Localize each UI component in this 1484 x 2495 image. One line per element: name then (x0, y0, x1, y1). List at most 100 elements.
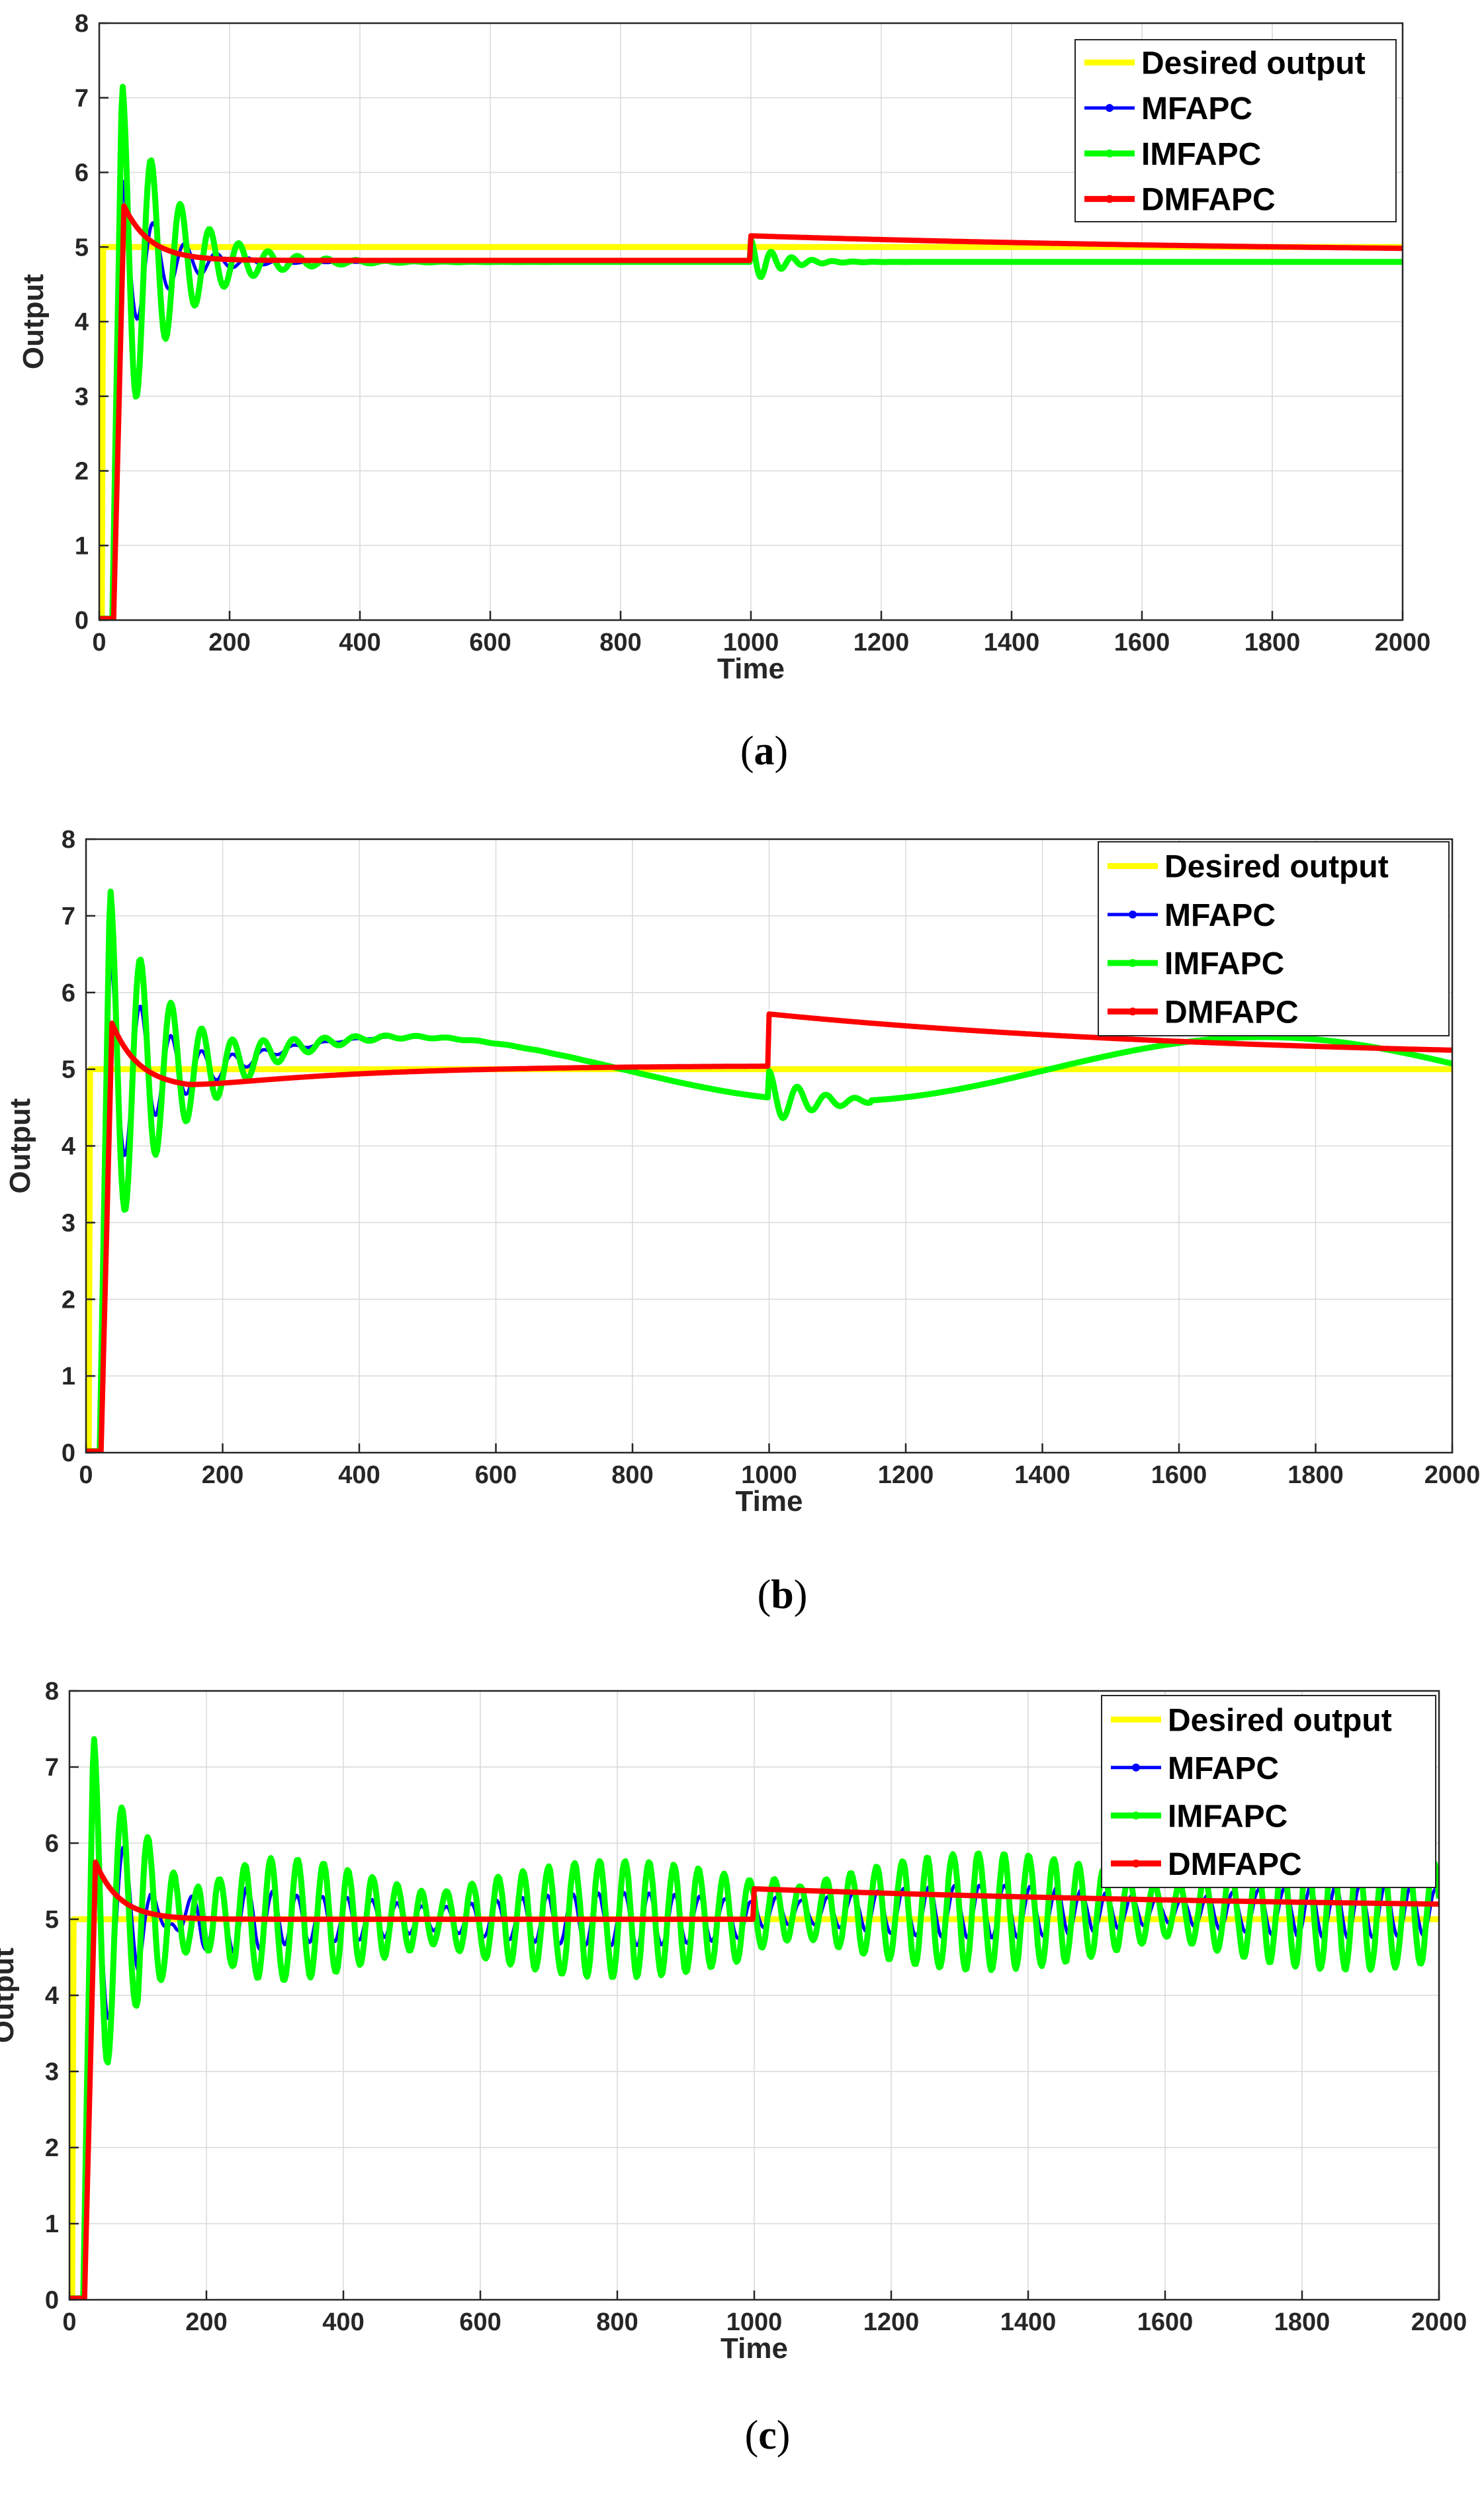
x-tick-label: 800 (599, 629, 641, 657)
y-tick-label: 8 (62, 826, 75, 854)
y-tick-label: 3 (75, 383, 89, 411)
legend: Desired output MFAPC IMFAPC DMFAPC (1098, 841, 1450, 1036)
y-tick-label: 3 (45, 2058, 59, 2086)
caption-letter: b (771, 1572, 793, 1617)
chart-panel-b: 0 200 400 600 800 1000 1200 1400 1600 1800 2000 0 1 2… (4, 826, 1480, 1617)
y-tick-label: 6 (45, 1830, 59, 1858)
x-tick-label: 1400 (1014, 1461, 1070, 1489)
legend-box (1101, 1695, 1436, 1888)
y-tick-label: 4 (75, 308, 89, 336)
legend-label-mfapc: MFAPC (1164, 898, 1276, 933)
chart-panel-a: 0 200 400 600 800 1000 1200 1400 1600 1800 2000 0 1 2… (17, 10, 1430, 774)
y-tick-label: 4 (62, 1133, 75, 1161)
legend-marker-mfapc (1129, 910, 1137, 919)
legend-marker-mfapc (1106, 104, 1113, 113)
x-tick-label: 600 (469, 629, 511, 657)
x-tick-label: 1600 (1114, 629, 1170, 657)
caption-close-paren: ) (777, 2413, 791, 2458)
y-tick-label: 0 (45, 2287, 59, 2314)
legend-marker-dmfapc (1132, 1859, 1140, 1868)
x-tick-label: 600 (475, 1461, 517, 1489)
x-axis-label: Time (720, 2332, 788, 2365)
caption-letter: a (754, 729, 775, 774)
x-tick-label: 1200 (863, 2308, 920, 2336)
x-tick-label: 0 (92, 629, 106, 657)
legend-label-mfapc: MFAPC (1141, 91, 1252, 126)
y-axis-label: Output (17, 274, 50, 370)
caption-close-paren: ) (775, 729, 789, 774)
x-tick-label: 0 (62, 2308, 76, 2336)
x-tick-label: 1000 (723, 629, 779, 657)
y-tick-label: 6 (75, 159, 89, 187)
series-group (69, 1736, 1439, 2300)
x-tick-label: 1400 (1000, 2308, 1057, 2336)
y-tick-label: 5 (62, 1056, 75, 1084)
legend-marker-imfapc (1106, 149, 1113, 158)
series-group (86, 888, 1452, 1453)
y-tick-label: 5 (75, 234, 89, 261)
caption-open-paren: ( (758, 1572, 771, 1617)
legend-label-dmfapc: DMFAPC (1164, 995, 1299, 1030)
x-tick-label: 800 (596, 2308, 638, 2336)
x-tick-label: 400 (339, 629, 380, 657)
x-tick-label: 0 (79, 1461, 93, 1489)
x-tick-label: 800 (611, 1461, 653, 1489)
series-group (99, 83, 1403, 620)
legend-marker-imfapc (1132, 1811, 1140, 1820)
caption-close-paren: ) (794, 1572, 808, 1617)
x-tick-label: 400 (338, 1461, 380, 1489)
legend: Desired output MFAPC IMFAPC DMFAPC (1074, 39, 1397, 222)
y-tick-label: 1 (45, 2210, 59, 2238)
legend-marker-mfapc (1132, 1763, 1140, 1772)
x-tick-label: 1600 (1137, 2308, 1194, 2336)
x-tick-label: 2000 (1411, 2308, 1467, 2336)
y-tick-label: 1 (75, 532, 89, 560)
x-tick-label: 2000 (1424, 1461, 1481, 1489)
legend-label-dmfapc: DMFAPC (1168, 1847, 1302, 1882)
series-line-dmfapc (69, 1859, 1439, 2300)
caption-open-paren: ( (740, 729, 754, 774)
chart-panel-c: 0 200 400 600 800 1000 1200 1400 1600 1800 2000 0 1 2… (0, 1678, 1467, 2458)
y-tick-label: 3 (62, 1209, 75, 1237)
legend-label-mfapc: MFAPC (1168, 1751, 1279, 1786)
x-axis-label: Time (717, 653, 785, 685)
x-tick-label: 1000 (741, 1461, 797, 1489)
x-tick-label: 600 (459, 2308, 501, 2336)
y-tick-label: 8 (75, 10, 89, 38)
legend-box (1074, 39, 1397, 222)
y-tick-label: 8 (45, 1678, 59, 1705)
panel-caption: (c) (745, 2413, 791, 2458)
y-tick-label: 7 (75, 85, 89, 113)
x-tick-label: 2000 (1375, 629, 1431, 657)
x-tick-label: 200 (185, 2308, 227, 2336)
legend-label-desired: Desired output (1168, 1703, 1392, 1738)
x-tick-label: 1000 (726, 2308, 783, 2336)
legend-label-imfapc: IMFAPC (1141, 137, 1261, 172)
x-tick-label: 1800 (1244, 629, 1301, 657)
legend-marker-dmfapc (1106, 195, 1113, 203)
panel-caption: (b) (758, 1572, 808, 1617)
legend-label-desired: Desired output (1164, 850, 1389, 885)
legend-marker-imfapc (1129, 959, 1137, 968)
y-tick-label: 7 (62, 903, 75, 930)
legend-label-imfapc: IMFAPC (1164, 946, 1284, 981)
legend: Desired output MFAPC IMFAPC DMFAPC (1101, 1695, 1436, 1888)
legend-label-desired: Desired output (1141, 46, 1366, 81)
y-tick-label: 0 (75, 607, 89, 635)
x-tick-label: 1400 (984, 629, 1040, 657)
caption-letter: c (758, 2413, 777, 2458)
y-axis-label: Output (4, 1098, 36, 1194)
series-line-dmfapc (86, 1011, 1452, 1453)
y-tick-label: 2 (45, 2134, 59, 2162)
legend-label-imfapc: IMFAPC (1168, 1799, 1288, 1834)
x-tick-label: 1800 (1274, 2308, 1331, 2336)
x-tick-label: 1200 (853, 629, 910, 657)
x-axis-label: Time (736, 1485, 803, 1518)
x-tick-label: 1800 (1288, 1461, 1344, 1489)
y-tick-label: 1 (62, 1363, 75, 1390)
legend-label-dmfapc: DMFAPC (1141, 183, 1276, 218)
y-tick-label: 2 (75, 458, 89, 486)
series-line-dmfapc (99, 203, 1403, 620)
y-tick-label: 7 (45, 1754, 59, 1782)
